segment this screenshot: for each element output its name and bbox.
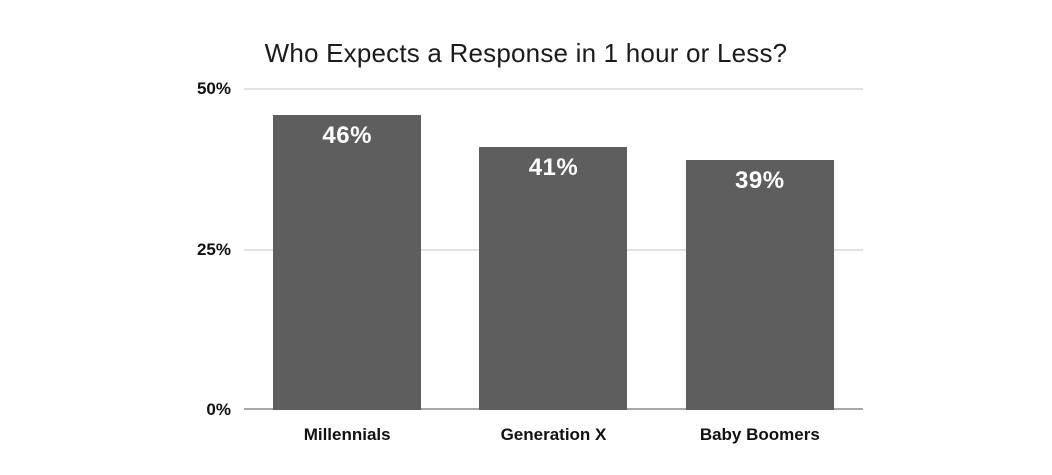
x-category-label: Millennials: [303, 425, 391, 444]
x-axis-labels: Millennials Generation X Baby Boomers: [244, 425, 863, 445]
bar-value-label: 39%: [735, 166, 785, 194]
bar-millennials: 46%: [273, 114, 422, 410]
gridline-50%: [244, 88, 863, 90]
y-tick-label: 0%: [206, 400, 231, 419]
bars-container: 46% 41% 39%: [244, 89, 863, 410]
y-tick-label: 25%: [196, 239, 231, 259]
x-category-label: Baby Boomers: [699, 425, 820, 444]
bar-value-label: 46%: [322, 121, 372, 149]
plot-area: 46% 41% 39%: [244, 88, 863, 410]
chart-title: Who Expects a Response in 1 hour or Less…: [264, 38, 788, 68]
y-tick-label: 50%: [196, 79, 231, 98]
bar-value-label: 41%: [528, 153, 579, 181]
bar-generation-x: 41%: [479, 146, 628, 410]
bar-baby-boomers: 39%: [685, 159, 834, 410]
x-category-label: Generation X: [500, 425, 607, 444]
